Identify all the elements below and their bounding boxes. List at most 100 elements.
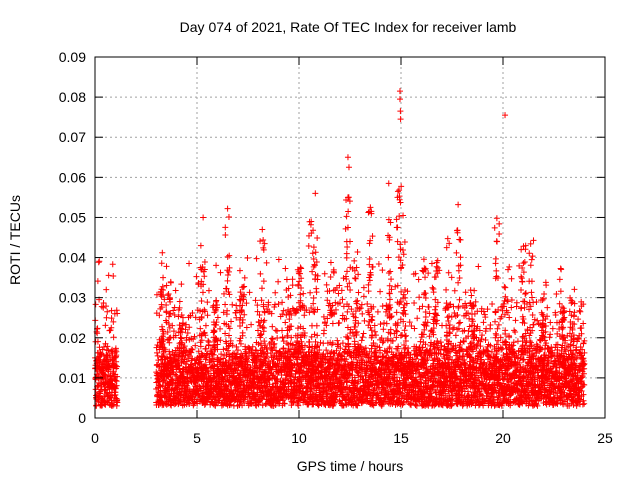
- data-point: [375, 261, 382, 268]
- data-point: [487, 321, 494, 328]
- data-point: [482, 336, 489, 343]
- data-point: [103, 303, 110, 310]
- data-point: [223, 351, 230, 358]
- data-point: [170, 328, 177, 335]
- data-point: [211, 362, 218, 369]
- data-point: [321, 270, 328, 277]
- data-point: [300, 290, 307, 297]
- data-point: [186, 324, 193, 331]
- data-point: [480, 319, 487, 326]
- data-point: [233, 351, 240, 358]
- data-point: [163, 263, 170, 270]
- data-point: [269, 323, 276, 330]
- data-point: [282, 319, 289, 326]
- data-point: [108, 324, 115, 331]
- data-point: [204, 312, 211, 319]
- data-point: [114, 399, 121, 406]
- data-point: [451, 287, 458, 294]
- data-point: [183, 358, 190, 365]
- data-point: [224, 271, 231, 278]
- data-point: [211, 328, 218, 335]
- data-point: [108, 315, 115, 322]
- data-point: [205, 339, 212, 346]
- data-point: [295, 402, 302, 409]
- data-point: [455, 320, 462, 327]
- data-point: [522, 290, 529, 297]
- data-point: [377, 288, 384, 295]
- data-point: [176, 298, 183, 305]
- data-point: [178, 311, 185, 318]
- data-point: [520, 260, 527, 267]
- data-point: [113, 402, 120, 409]
- data-point: [360, 330, 367, 337]
- data-point: [393, 309, 400, 316]
- data-point: [233, 343, 240, 350]
- data-point: [495, 337, 502, 344]
- data-point: [272, 289, 279, 296]
- data-point: [205, 337, 212, 344]
- data-point: [225, 343, 232, 350]
- data-point: [289, 282, 296, 289]
- data-point: [184, 384, 191, 391]
- data-point: [156, 312, 163, 319]
- data-point: [202, 322, 209, 329]
- data-point: [437, 339, 444, 346]
- data-point: [280, 307, 287, 314]
- data-point: [214, 314, 221, 321]
- data-point: [508, 275, 515, 282]
- data-point: [268, 335, 275, 342]
- data-point: [165, 382, 172, 389]
- data-point: [495, 321, 502, 328]
- data-point: [379, 303, 386, 310]
- data-point: [212, 402, 219, 409]
- data-point: [168, 376, 175, 383]
- data-point: [380, 326, 387, 333]
- data-point: [218, 351, 225, 358]
- data-point: [192, 314, 199, 321]
- data-point: [100, 371, 107, 378]
- data-point: [184, 330, 191, 337]
- data-point: [182, 347, 189, 354]
- data-point: [360, 284, 367, 291]
- data-point: [414, 315, 421, 322]
- data-point: [95, 259, 102, 266]
- data-point: [110, 334, 117, 341]
- data-point: [422, 274, 429, 281]
- data-point: [358, 337, 365, 344]
- data-point: [234, 393, 241, 400]
- data-point: [253, 255, 260, 262]
- data-point: [103, 286, 110, 293]
- data-point: [457, 319, 464, 326]
- data-point: [241, 400, 248, 407]
- data-point: [248, 321, 255, 328]
- data-point: [411, 300, 418, 306]
- data-point: [361, 317, 368, 324]
- data-point: [360, 293, 367, 300]
- data-point: [107, 394, 114, 401]
- data-point: [114, 363, 121, 370]
- data-point: [282, 265, 289, 272]
- data-point: [114, 373, 121, 380]
- data-point: [196, 354, 203, 361]
- data-point: [336, 319, 343, 326]
- data-point: [96, 258, 103, 265]
- data-point: [210, 302, 217, 309]
- data-point: [198, 313, 205, 320]
- data-point: [153, 349, 160, 356]
- data-point: [228, 318, 235, 325]
- data-point: [192, 342, 199, 349]
- data-point: [171, 312, 178, 319]
- data-point: [359, 310, 366, 317]
- data-point: [301, 312, 308, 319]
- data-point: [241, 274, 248, 281]
- data-point: [457, 339, 464, 346]
- data-point: [112, 377, 119, 384]
- data-point: [220, 309, 227, 316]
- data-point: [217, 325, 224, 332]
- data-point: [415, 276, 422, 283]
- data-point: [220, 290, 227, 297]
- data-point: [234, 347, 241, 354]
- data-point: [189, 355, 196, 362]
- data-point: [194, 364, 201, 371]
- data-point: [374, 308, 381, 315]
